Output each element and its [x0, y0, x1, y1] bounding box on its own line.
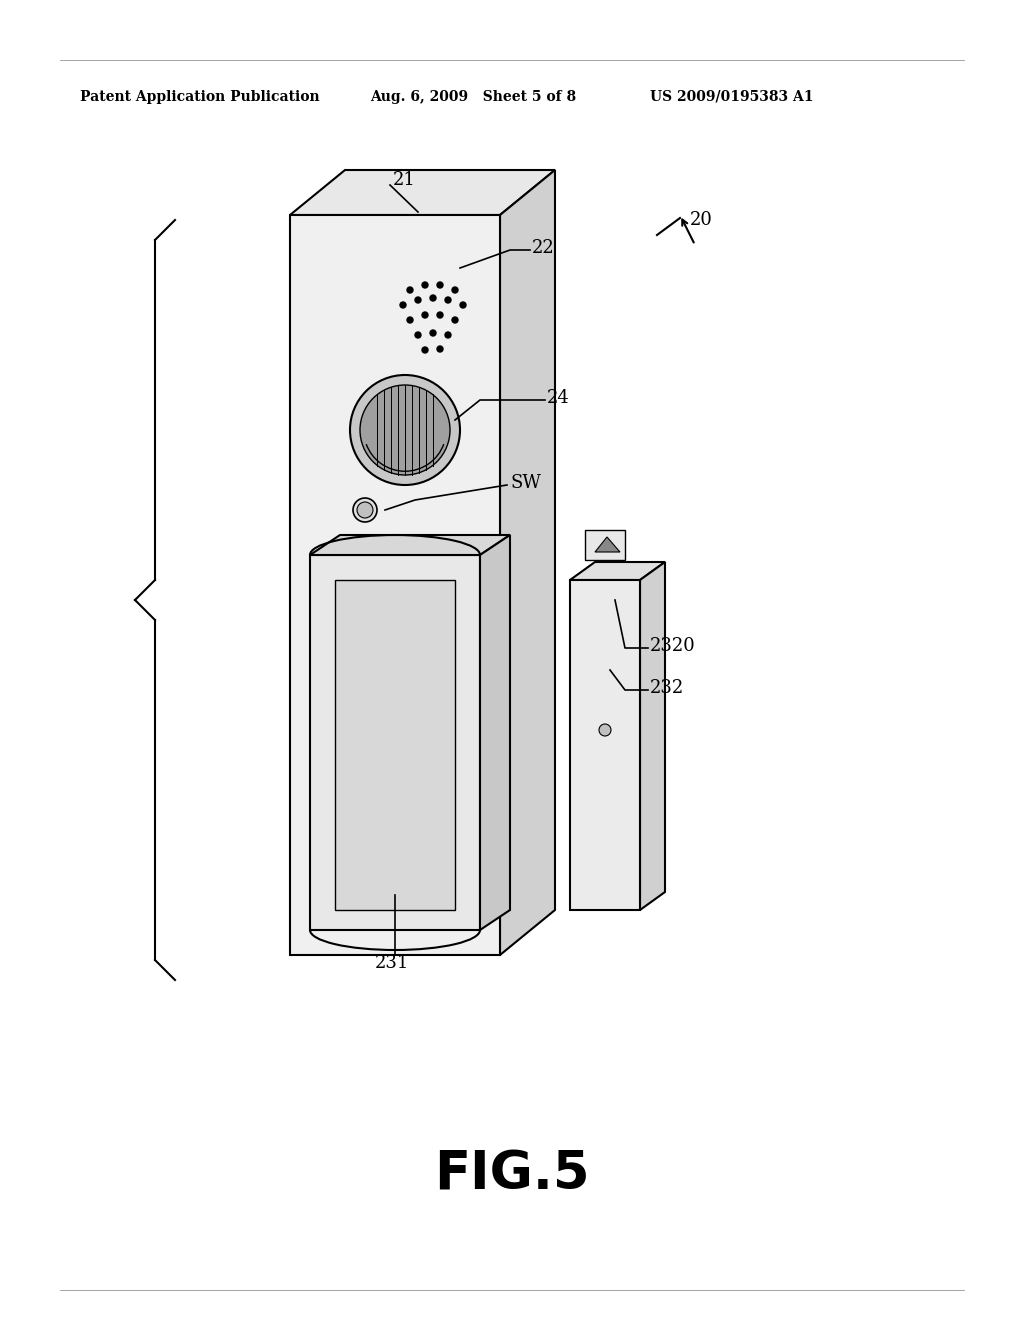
Circle shape: [452, 286, 458, 293]
Polygon shape: [290, 170, 555, 215]
Circle shape: [350, 375, 460, 484]
Polygon shape: [585, 531, 625, 560]
Circle shape: [460, 302, 466, 308]
Text: SW: SW: [510, 474, 541, 492]
Text: 22: 22: [532, 239, 555, 257]
Circle shape: [437, 282, 443, 288]
Circle shape: [437, 312, 443, 318]
Circle shape: [437, 346, 443, 352]
Circle shape: [445, 333, 451, 338]
Circle shape: [415, 297, 421, 304]
Text: 231: 231: [375, 954, 410, 972]
Polygon shape: [640, 562, 665, 909]
Polygon shape: [500, 170, 555, 954]
Circle shape: [445, 297, 451, 304]
Text: 2320: 2320: [650, 638, 695, 655]
Polygon shape: [290, 215, 500, 954]
Circle shape: [407, 286, 413, 293]
Circle shape: [430, 330, 436, 337]
Polygon shape: [335, 579, 455, 909]
Circle shape: [422, 282, 428, 288]
Circle shape: [452, 317, 458, 323]
Text: 21: 21: [393, 172, 416, 189]
Polygon shape: [570, 562, 665, 579]
Circle shape: [599, 723, 611, 737]
Circle shape: [353, 498, 377, 521]
Text: FIG.5: FIG.5: [434, 1148, 590, 1201]
Circle shape: [360, 385, 450, 475]
Polygon shape: [310, 554, 480, 931]
Circle shape: [422, 312, 428, 318]
Text: US 2009/0195383 A1: US 2009/0195383 A1: [650, 90, 813, 104]
Text: 24: 24: [547, 389, 569, 407]
Text: Aug. 6, 2009   Sheet 5 of 8: Aug. 6, 2009 Sheet 5 of 8: [370, 90, 577, 104]
Polygon shape: [310, 535, 510, 554]
Circle shape: [407, 317, 413, 323]
Circle shape: [415, 333, 421, 338]
Circle shape: [422, 347, 428, 352]
Polygon shape: [595, 537, 620, 552]
Polygon shape: [480, 535, 510, 931]
Text: Patent Application Publication: Patent Application Publication: [80, 90, 319, 104]
Text: 20: 20: [690, 211, 713, 228]
Polygon shape: [570, 579, 640, 909]
Circle shape: [357, 502, 373, 517]
Text: 232: 232: [650, 678, 684, 697]
Circle shape: [430, 294, 436, 301]
Circle shape: [400, 302, 406, 308]
